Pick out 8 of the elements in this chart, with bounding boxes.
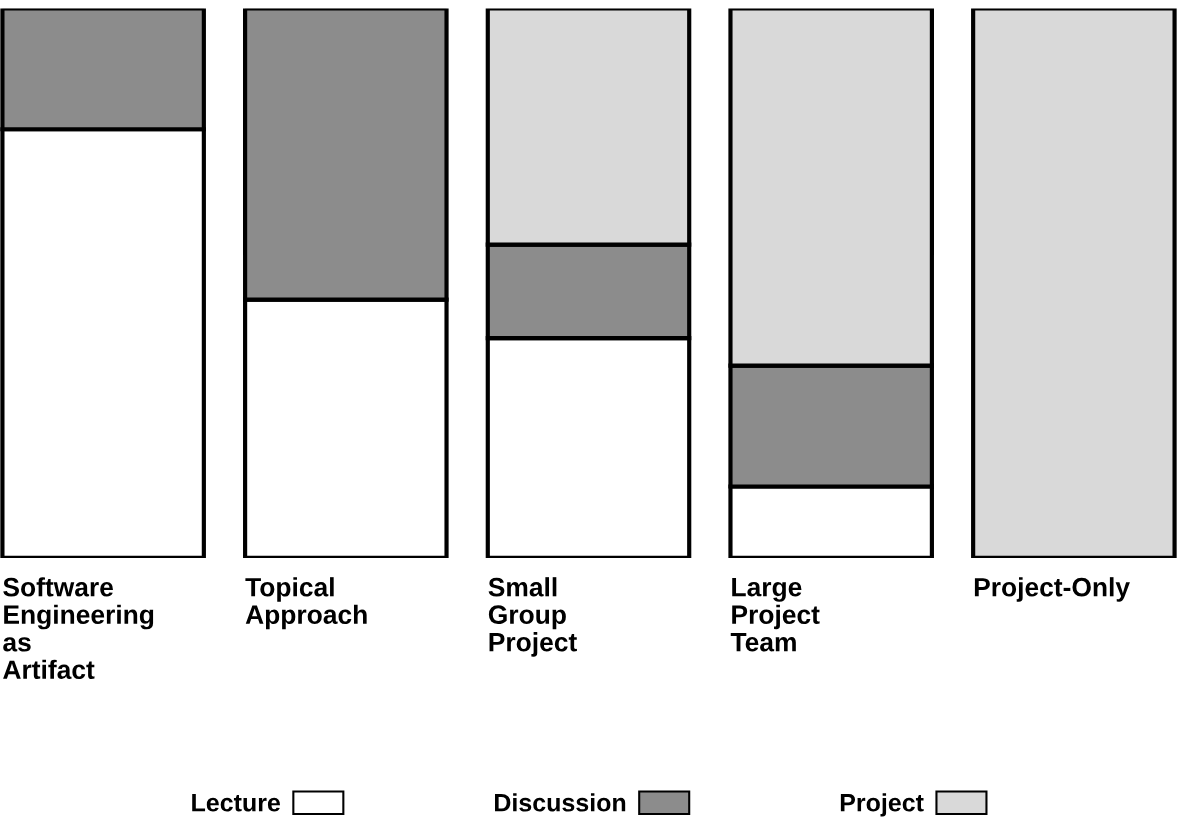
x-tick-label: Project-Only [974,577,1130,602]
legend-label: Lecture [192,794,280,812]
x-tick-label: Large Project Team [730,578,820,652]
legend-label: Project [840,793,924,817]
x-tick-label: Small Group Project [488,577,577,657]
legend-label: Discussion [495,793,626,812]
x-tick-label: Topical Approach [245,577,367,630]
x-tick-label: Software Engineering as Artifact [3,577,154,680]
